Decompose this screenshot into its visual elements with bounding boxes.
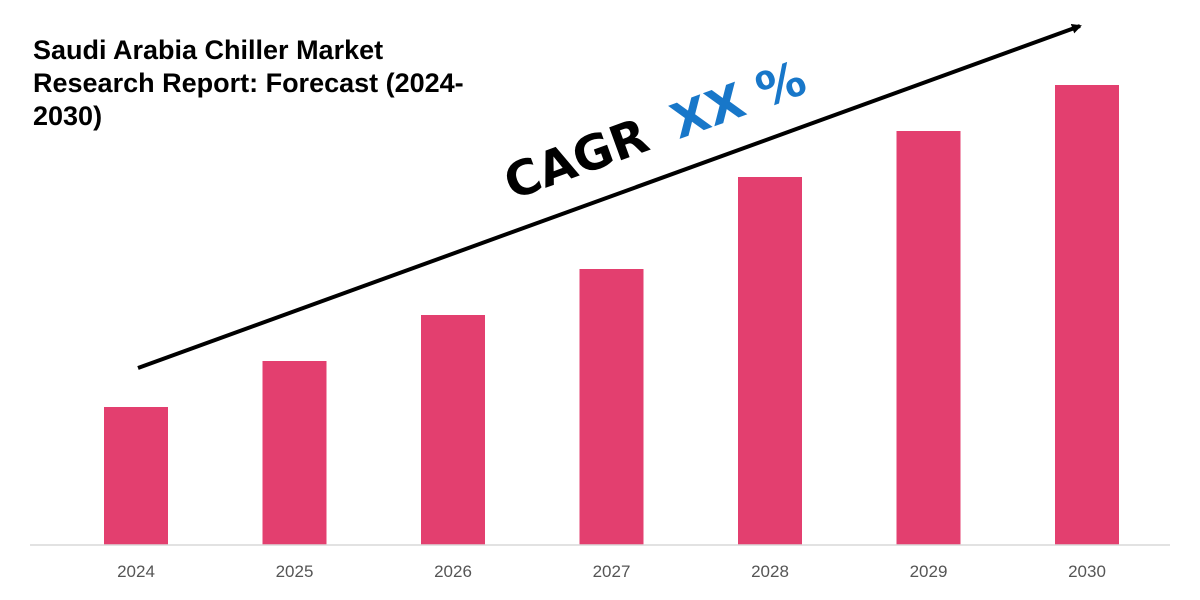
cagr-label: CAGR [497,108,656,211]
bar-2027 [579,269,644,545]
x-tick-label: 2029 [910,562,948,581]
bar-2028 [738,177,802,545]
bar-2029 [896,131,961,545]
bar-2026 [421,315,485,545]
chart-title: Saudi Arabia Chiller Market Research Rep… [33,35,464,131]
x-tick-label: 2027 [593,562,631,581]
x-tick-label: 2030 [1068,562,1106,581]
x-tick-label: 2028 [751,562,789,581]
x-tick-label: 2026 [434,562,472,581]
cagr-value: XX % [664,50,814,150]
x-tick-label: 2024 [117,562,155,581]
bar-2024 [104,407,168,545]
bar-2030 [1055,85,1119,545]
x-tick-label: 2025 [276,562,314,581]
growth-arrow [137,24,1082,370]
bar-2025 [262,361,327,545]
